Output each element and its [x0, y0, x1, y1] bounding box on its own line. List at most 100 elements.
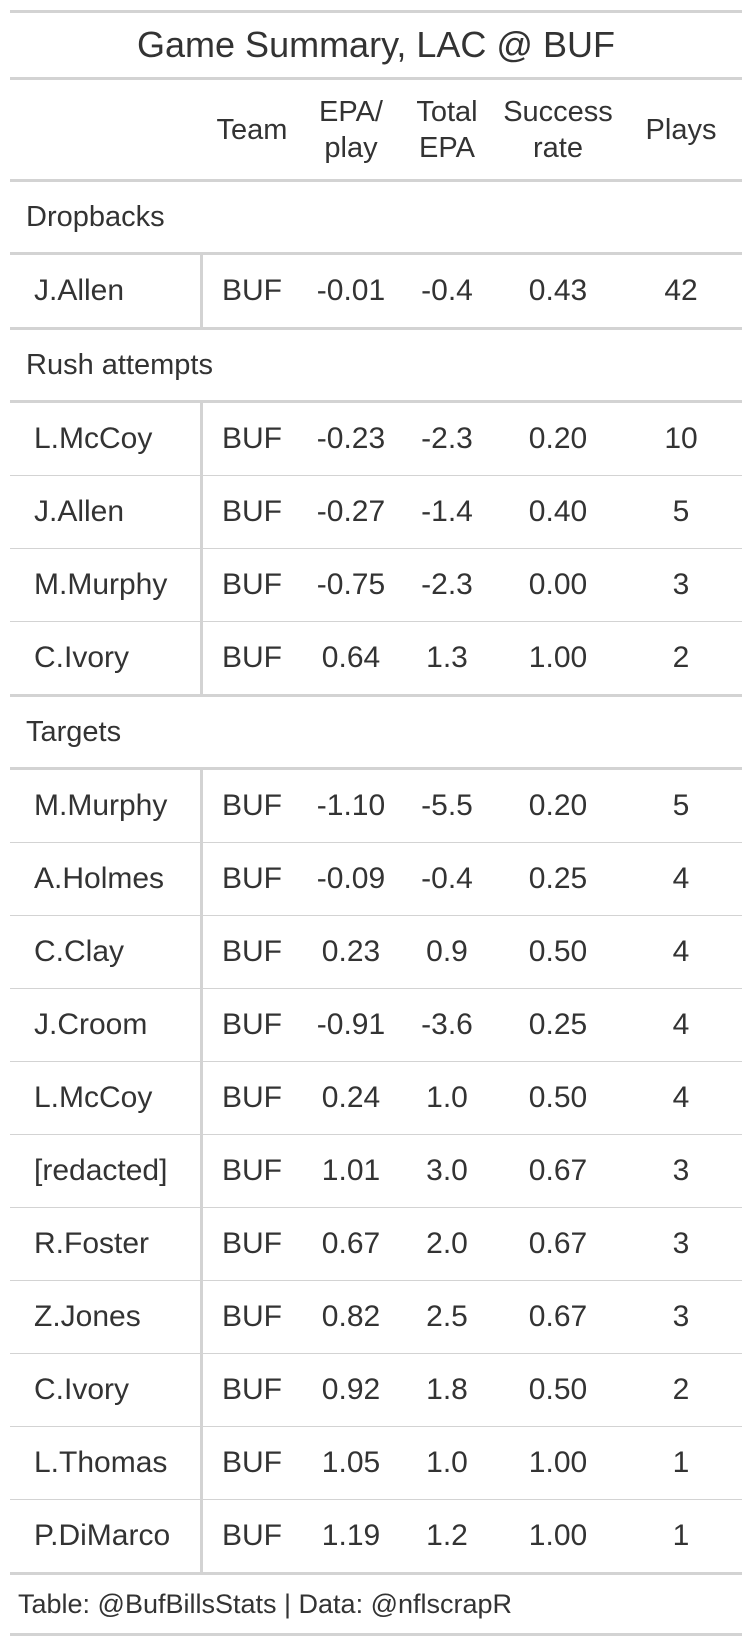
group-header: Rush attempts [26, 348, 213, 381]
team-cell: BUF [222, 1373, 282, 1406]
footer-rule [10, 1572, 742, 1575]
team-cell: BUF [222, 274, 282, 307]
plays-cell: 4 [672, 1081, 690, 1114]
column-header-plays-label: Plays [645, 113, 717, 146]
epa-per-play-cell: 0.92 [321, 1373, 381, 1406]
group-header: Targets [26, 715, 122, 748]
column-header-team: Team [203, 112, 301, 148]
team-cell: BUF [222, 1154, 282, 1187]
title-rule [10, 77, 742, 80]
table-row: [redacted] BUF 1.01 3.0 0.67 3 [10, 1134, 742, 1207]
player-name-cell: M.Murphy [10, 549, 203, 621]
epa-per-play-cell: -0.91 [316, 1008, 386, 1041]
column-header-epa-line2: play [324, 131, 378, 164]
epa-per-play-cell: -0.23 [316, 422, 386, 455]
group-rule [10, 767, 742, 770]
group-rule [10, 252, 742, 255]
team-cell: BUF [222, 789, 282, 822]
epa-per-play-cell: 0.64 [321, 641, 381, 674]
player-name-cell: R.Foster [10, 1208, 203, 1280]
epa-per-play-cell: 0.82 [321, 1300, 381, 1333]
column-header-row: Team EPA/ play Total EPA Success rate Pl… [10, 80, 742, 179]
column-header-team-label: Team [216, 113, 288, 146]
player-name-cell: J.Allen [10, 476, 203, 548]
plays-cell: 3 [672, 1154, 690, 1187]
column-header-total-epa: Total EPA [401, 94, 493, 166]
plays-cell: 4 [672, 1008, 690, 1041]
total-epa-cell: 3.0 [426, 1154, 468, 1187]
column-header-total-line2: EPA [419, 131, 475, 164]
epa-per-play-cell: 1.05 [321, 1446, 381, 1479]
team-cell: BUF [222, 1008, 282, 1041]
epa-per-play-cell: -0.27 [316, 495, 386, 528]
player-name-cell: P.DiMarco [10, 1500, 203, 1572]
team-cell: BUF [222, 568, 282, 601]
success-rate-cell: 0.20 [528, 422, 588, 455]
epa-per-play-cell: 0.24 [321, 1081, 381, 1114]
total-epa-cell: -2.3 [421, 422, 473, 455]
total-epa-cell: 1.0 [426, 1446, 468, 1479]
player-name-cell: J.Allen [10, 255, 203, 327]
group-rule [10, 179, 742, 182]
total-epa-cell: -0.4 [421, 274, 473, 307]
total-epa-cell: -5.5 [421, 789, 473, 822]
total-epa-cell: 2.0 [426, 1227, 468, 1260]
table-title: Game Summary, LAC @ BUF [137, 24, 615, 65]
table-row: C.Clay BUF 0.23 0.9 0.50 4 [10, 915, 742, 988]
player-name-cell: L.McCoy [10, 403, 203, 475]
plays-cell: 10 [664, 422, 698, 455]
plays-cell: 3 [672, 1300, 690, 1333]
total-epa-cell: -2.3 [421, 568, 473, 601]
column-header-epa-line1: EPA/ [319, 95, 383, 128]
total-epa-cell: -3.6 [421, 1008, 473, 1041]
success-rate-cell: 1.00 [528, 1519, 588, 1552]
plays-cell: 4 [672, 935, 690, 968]
column-header-plays: Plays [623, 112, 739, 148]
player-name-cell: C.Clay [10, 916, 203, 988]
table-body: Dropbacks J.Allen BUF -0.01 -0.4 0.43 42 Rush a… [10, 179, 742, 1572]
team-cell: BUF [222, 1227, 282, 1260]
epa-per-play-cell: -0.01 [316, 274, 386, 307]
plays-cell: 4 [672, 862, 690, 895]
team-cell: BUF [222, 495, 282, 528]
team-cell: BUF [222, 862, 282, 895]
table-row: Z.Jones BUF 0.82 2.5 0.67 3 [10, 1280, 742, 1353]
team-cell: BUF [222, 935, 282, 968]
table-row: A.Holmes BUF -0.09 -0.4 0.25 4 [10, 842, 742, 915]
column-header-success-line2: rate [533, 131, 583, 164]
column-header-success-rate: Success rate [493, 94, 623, 166]
group-rule [10, 400, 742, 403]
success-rate-cell: 0.50 [528, 1081, 588, 1114]
success-rate-cell: 1.00 [528, 641, 588, 674]
source-note: Table: @BufBillsStats | Data: @nflscrapR [18, 1588, 513, 1619]
group-rule [10, 694, 742, 697]
column-header-epa-play: EPA/ play [301, 94, 401, 166]
player-name-cell: M.Murphy [10, 770, 203, 842]
total-epa-cell: -0.4 [421, 862, 473, 895]
total-epa-cell: 1.2 [426, 1519, 468, 1552]
total-epa-cell: -1.4 [421, 495, 473, 528]
epa-per-play-cell: 0.23 [321, 935, 381, 968]
total-epa-cell: 2.5 [426, 1300, 468, 1333]
success-rate-cell: 0.43 [528, 274, 588, 307]
player-name-cell: J.Croom [10, 989, 203, 1061]
table-row: R.Foster BUF 0.67 2.0 0.67 3 [10, 1207, 742, 1280]
group-header: Dropbacks [26, 200, 165, 233]
total-epa-cell: 0.9 [426, 935, 468, 968]
success-rate-cell: 0.67 [528, 1154, 588, 1187]
team-cell: BUF [222, 1081, 282, 1114]
team-cell: BUF [222, 1446, 282, 1479]
plays-cell: 3 [672, 568, 690, 601]
epa-per-play-cell: -1.10 [316, 789, 386, 822]
player-name-cell: L.Thomas [10, 1427, 203, 1499]
total-epa-cell: 1.8 [426, 1373, 468, 1406]
table-row: J.Croom BUF -0.91 -3.6 0.25 4 [10, 988, 742, 1061]
plays-cell: 42 [664, 274, 698, 307]
team-cell: BUF [222, 1519, 282, 1552]
column-header-total-line1: Total [416, 95, 478, 128]
epa-per-play-cell: -0.75 [316, 568, 386, 601]
group-rule [10, 327, 742, 330]
table-row: M.Murphy BUF -1.10 -5.5 0.20 5 [10, 770, 742, 842]
table-row: J.Allen BUF -0.01 -0.4 0.43 42 [10, 255, 742, 327]
success-rate-cell: 0.67 [528, 1300, 588, 1333]
